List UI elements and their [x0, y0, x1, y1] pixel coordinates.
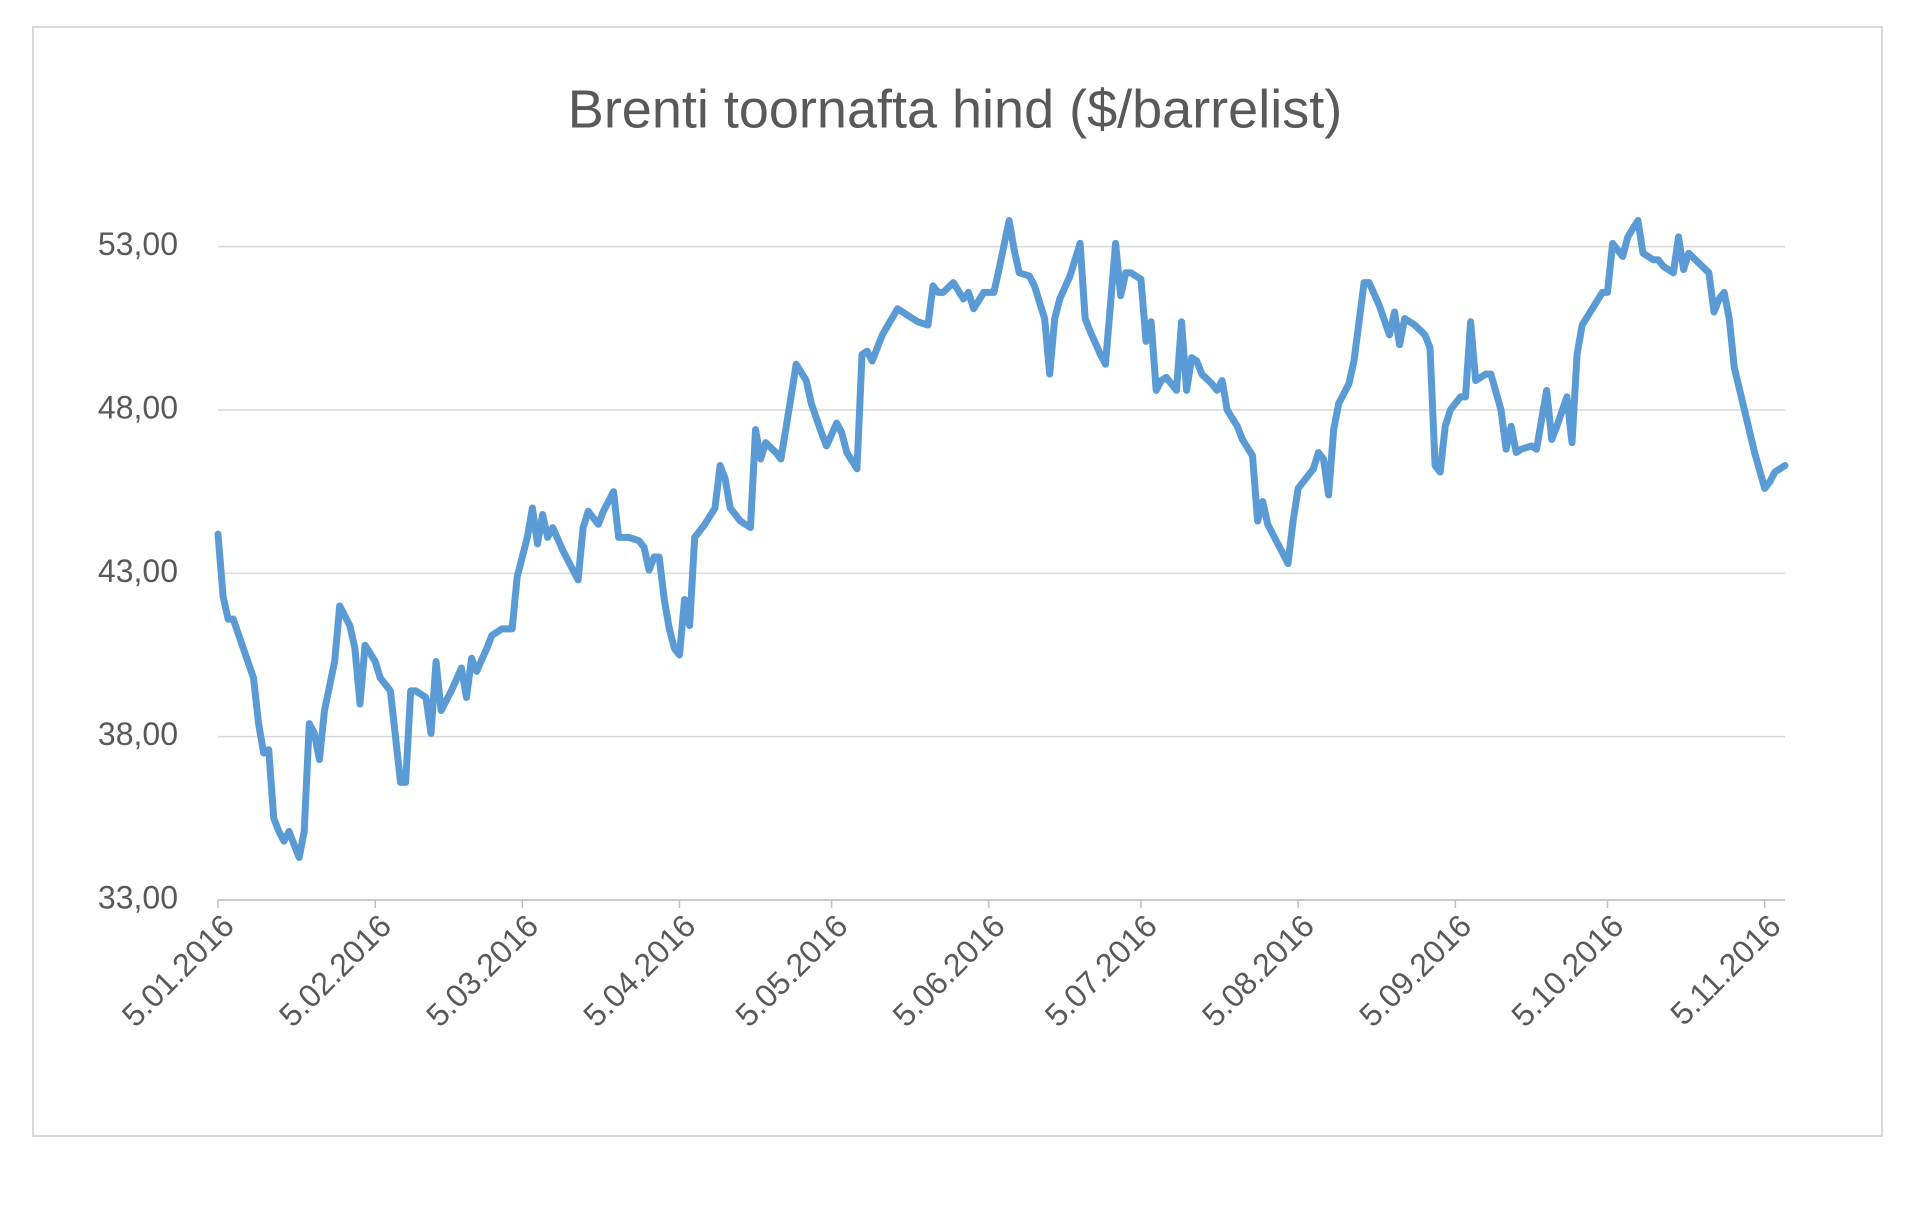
chart-title: Brenti toornafta hind ($/barrelist)	[568, 79, 1342, 139]
data-line	[214, 217, 1789, 862]
y-tick-label: 43,00	[98, 553, 178, 589]
chart-frame	[32, 26, 1883, 1137]
y-tick-label: 48,00	[98, 389, 178, 425]
y-tick-label: 53,00	[98, 226, 178, 262]
y-tick-label: 33,00	[98, 879, 178, 915]
y-tick-label: 38,00	[98, 716, 178, 752]
